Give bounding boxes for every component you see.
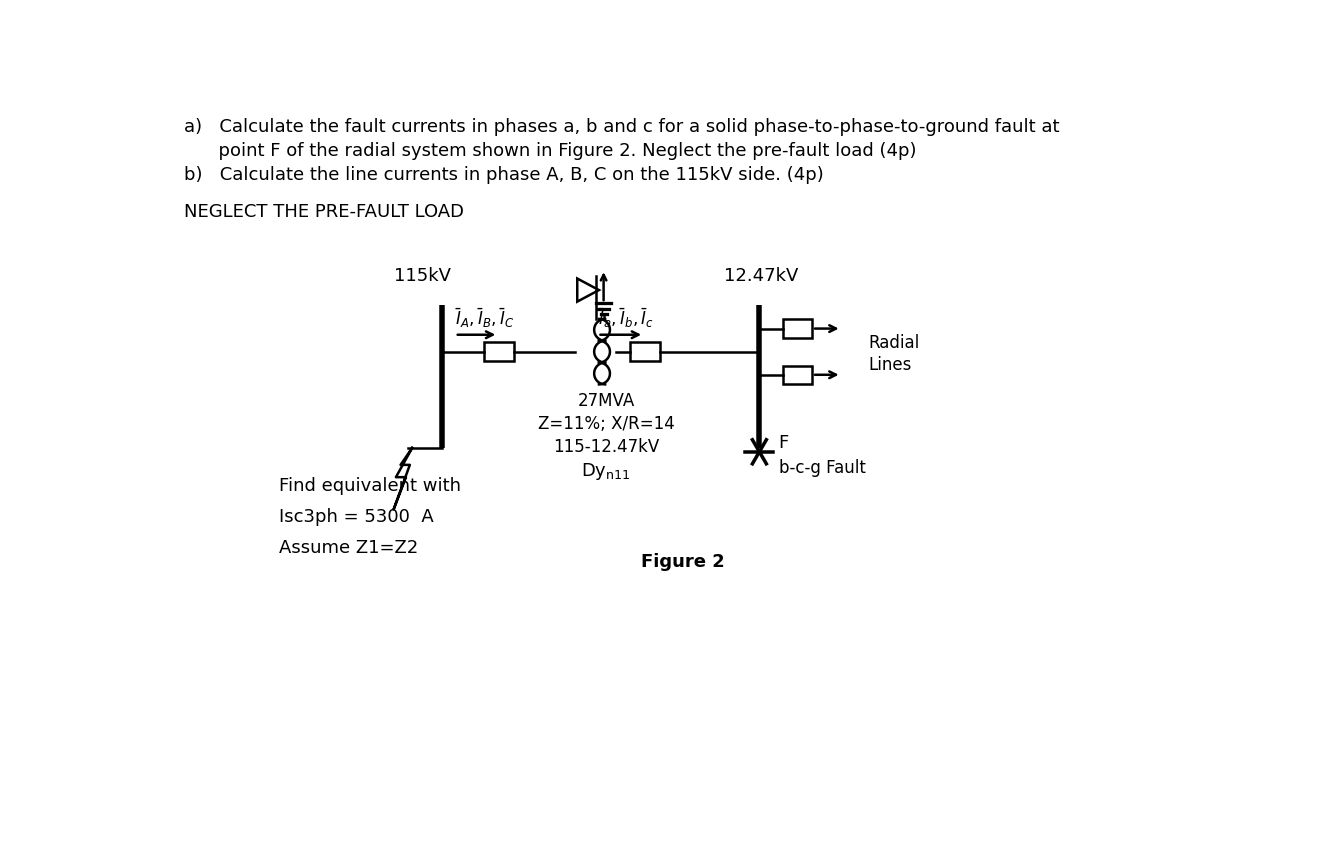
Text: Lines: Lines <box>868 355 911 373</box>
Text: b-c-g Fault: b-c-g Fault <box>779 460 866 477</box>
Bar <box>630 342 659 361</box>
Text: point F of the radial system shown in Figure 2. Neglect the pre-fault load (4p): point F of the radial system shown in Fi… <box>184 142 916 160</box>
Text: 115kV: 115kV <box>394 267 450 285</box>
Text: $\bar{I}_a, \bar{I}_b, \bar{I}_c$: $\bar{I}_a, \bar{I}_b, \bar{I}_c$ <box>598 306 654 330</box>
Bar <box>783 319 813 338</box>
Text: b)   Calculate the line currents in phase A, B, C on the 115kV side. (4p): b) Calculate the line currents in phase … <box>184 166 823 184</box>
Text: 115-12.47kV: 115-12.47kV <box>553 438 659 456</box>
Text: F: F <box>779 433 789 451</box>
Text: Assume Z1=Z2: Assume Z1=Z2 <box>278 539 418 557</box>
Text: Radial: Radial <box>868 334 919 352</box>
Text: Figure 2: Figure 2 <box>641 553 725 571</box>
Text: $\bar{I}_A, \bar{I}_B, \bar{I}_C$: $\bar{I}_A, \bar{I}_B, \bar{I}_C$ <box>454 306 514 330</box>
Text: Find equivalent with: Find equivalent with <box>278 477 461 495</box>
Text: Z=11%; X/R=14: Z=11%; X/R=14 <box>538 415 674 433</box>
Bar <box>783 366 813 384</box>
Bar <box>485 342 514 361</box>
Text: 27MVA: 27MVA <box>577 392 634 410</box>
Text: Isc3ph = 5300  A: Isc3ph = 5300 A <box>278 508 434 526</box>
Text: a)   Calculate the fault currents in phases a, b and c for a solid phase-to-phas: a) Calculate the fault currents in phase… <box>184 118 1059 136</box>
Text: NEGLECT THE PRE-FAULT LOAD: NEGLECT THE PRE-FAULT LOAD <box>184 203 464 221</box>
Text: $\mathrm{Dy_{n11}}$: $\mathrm{Dy_{n11}}$ <box>581 462 631 482</box>
Text: 12.47kV: 12.47kV <box>725 267 799 285</box>
